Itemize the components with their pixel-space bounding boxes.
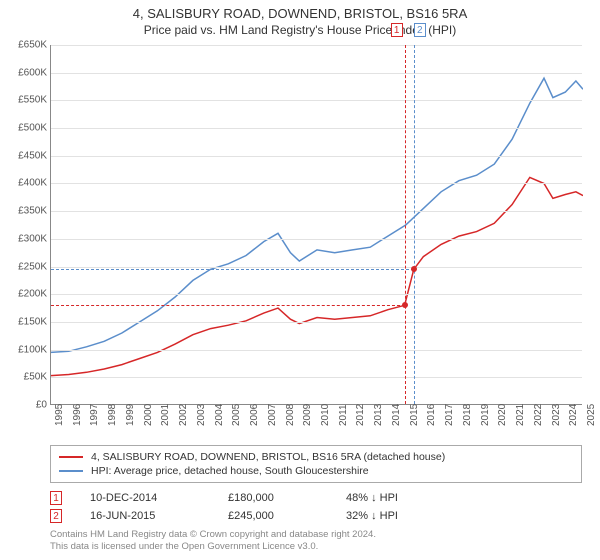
y-tick-label: £650K bbox=[1, 40, 47, 51]
marker-badge-1: 1 bbox=[391, 23, 403, 37]
sale-price: £245,000 bbox=[228, 510, 318, 522]
chart-title-address: 4, SALISBURY ROAD, DOWNEND, BRISTOL, BS1… bbox=[0, 6, 600, 21]
y-tick-label: £50K bbox=[1, 372, 47, 383]
x-tick-label: 2018 bbox=[462, 404, 473, 426]
y-tick-label: £450K bbox=[1, 150, 47, 161]
x-tick-label: 2024 bbox=[568, 404, 579, 426]
x-tick-label: 1998 bbox=[107, 404, 118, 426]
x-tick-label: 2012 bbox=[355, 404, 366, 426]
x-tick-label: 2004 bbox=[214, 404, 225, 426]
marker-hline-2 bbox=[51, 269, 414, 270]
sale-delta: 48% ↓ HPI bbox=[346, 492, 398, 504]
y-tick-label: £0 bbox=[1, 400, 47, 411]
x-tick-label: 1997 bbox=[89, 404, 100, 426]
x-axis: 1995 1996 1997 1998 1999 2000 2001 2002 2003 2004… bbox=[51, 404, 582, 438]
sale-badge: 2 bbox=[50, 509, 62, 523]
marker-badge-2: 2 bbox=[414, 23, 426, 37]
x-tick-label: 2020 bbox=[497, 404, 508, 426]
gridline-h bbox=[51, 294, 582, 295]
y-tick-label: £500K bbox=[1, 123, 47, 134]
x-tick-label: 2007 bbox=[267, 404, 278, 426]
y-tick-label: £250K bbox=[1, 261, 47, 272]
x-tick-label: 2010 bbox=[320, 404, 331, 426]
x-tick-label: 2003 bbox=[196, 404, 207, 426]
sale-delta: 32% ↓ HPI bbox=[346, 510, 398, 522]
marker-hline-1 bbox=[51, 305, 405, 306]
marker-point-2 bbox=[411, 266, 417, 272]
x-tick-label: 2006 bbox=[249, 404, 260, 426]
legend-swatch bbox=[59, 456, 83, 458]
y-tick-label: £350K bbox=[1, 206, 47, 217]
footer-line2: This data is licensed under the Open Gov… bbox=[50, 541, 582, 553]
x-tick-label: 1995 bbox=[54, 404, 65, 426]
gridline-h bbox=[51, 100, 582, 101]
chart-subtitle: Price paid vs. HM Land Registry's House … bbox=[0, 23, 600, 37]
gridline-h bbox=[51, 377, 582, 378]
x-tick-label: 2021 bbox=[515, 404, 526, 426]
gridline-h bbox=[51, 45, 582, 46]
gridline-h bbox=[51, 73, 582, 74]
gridline-h bbox=[51, 267, 582, 268]
x-tick-label: 2019 bbox=[480, 404, 491, 426]
chart-header: 4, SALISBURY ROAD, DOWNEND, BRISTOL, BS1… bbox=[0, 0, 600, 39]
x-tick-label: 2017 bbox=[444, 404, 455, 426]
gridline-h bbox=[51, 128, 582, 129]
legend-label: HPI: Average price, detached house, Sout… bbox=[91, 465, 369, 477]
series-price-line bbox=[51, 177, 583, 375]
y-tick-label: £400K bbox=[1, 178, 47, 189]
gridline-h bbox=[51, 239, 582, 240]
footer-attribution: Contains HM Land Registry data © Crown c… bbox=[50, 529, 582, 553]
gridline-h bbox=[51, 211, 582, 212]
series-hpi-line bbox=[51, 78, 583, 352]
y-tick-label: £600K bbox=[1, 67, 47, 78]
sales-table: 1 10-DEC-2014 £180,000 48% ↓ HPI 2 16-JUN-201… bbox=[50, 489, 582, 525]
x-tick-label: 2001 bbox=[160, 404, 171, 426]
x-tick-label: 2008 bbox=[285, 404, 296, 426]
price-chart: 1995199619971998199920002001200220032004… bbox=[50, 45, 582, 405]
legend-swatch bbox=[59, 470, 83, 472]
legend-row: HPI: Average price, detached house, Sout… bbox=[59, 464, 573, 478]
legend: 4, SALISBURY ROAD, DOWNEND, BRISTOL, BS1… bbox=[50, 445, 582, 483]
legend-label: 4, SALISBURY ROAD, DOWNEND, BRISTOL, BS1… bbox=[91, 451, 445, 463]
x-tick-label: 1996 bbox=[72, 404, 83, 426]
gridline-h bbox=[51, 156, 582, 157]
footer-line1: Contains HM Land Registry data © Crown c… bbox=[50, 529, 582, 541]
y-tick-label: £550K bbox=[1, 95, 47, 106]
y-tick-label: £100K bbox=[1, 344, 47, 355]
sale-date: 16-JUN-2015 bbox=[90, 510, 200, 522]
marker-vline-2 bbox=[414, 45, 415, 404]
x-tick-label: 2015 bbox=[409, 404, 420, 426]
gridline-h bbox=[51, 322, 582, 323]
y-tick-label: £150K bbox=[1, 316, 47, 327]
x-tick-label: 2025 bbox=[586, 404, 597, 426]
x-tick-label: 2011 bbox=[338, 404, 349, 426]
x-tick-label: 2022 bbox=[533, 404, 544, 426]
sale-price: £180,000 bbox=[228, 492, 318, 504]
legend-row: 4, SALISBURY ROAD, DOWNEND, BRISTOL, BS1… bbox=[59, 450, 573, 464]
x-tick-label: 2014 bbox=[391, 404, 402, 426]
x-tick-label: 1999 bbox=[125, 404, 136, 426]
marker-vline-1 bbox=[405, 45, 406, 404]
x-tick-label: 2005 bbox=[231, 404, 242, 426]
marker-point-1 bbox=[402, 302, 408, 308]
chart-svg bbox=[51, 45, 583, 405]
gridline-h bbox=[51, 350, 582, 351]
x-tick-label: 2002 bbox=[178, 404, 189, 426]
sale-badge: 1 bbox=[50, 491, 62, 505]
y-tick-label: £200K bbox=[1, 289, 47, 300]
sale-row: 1 10-DEC-2014 £180,000 48% ↓ HPI bbox=[50, 489, 582, 507]
x-tick-label: 2009 bbox=[302, 404, 313, 426]
x-tick-label: 2023 bbox=[551, 404, 562, 426]
gridline-h bbox=[51, 183, 582, 184]
x-tick-label: 2016 bbox=[426, 404, 437, 426]
x-tick-label: 2013 bbox=[373, 404, 384, 426]
sale-date: 10-DEC-2014 bbox=[90, 492, 200, 504]
sale-row: 2 16-JUN-2015 £245,000 32% ↓ HPI bbox=[50, 507, 582, 525]
x-tick-label: 2000 bbox=[143, 404, 154, 426]
y-tick-label: £300K bbox=[1, 233, 47, 244]
